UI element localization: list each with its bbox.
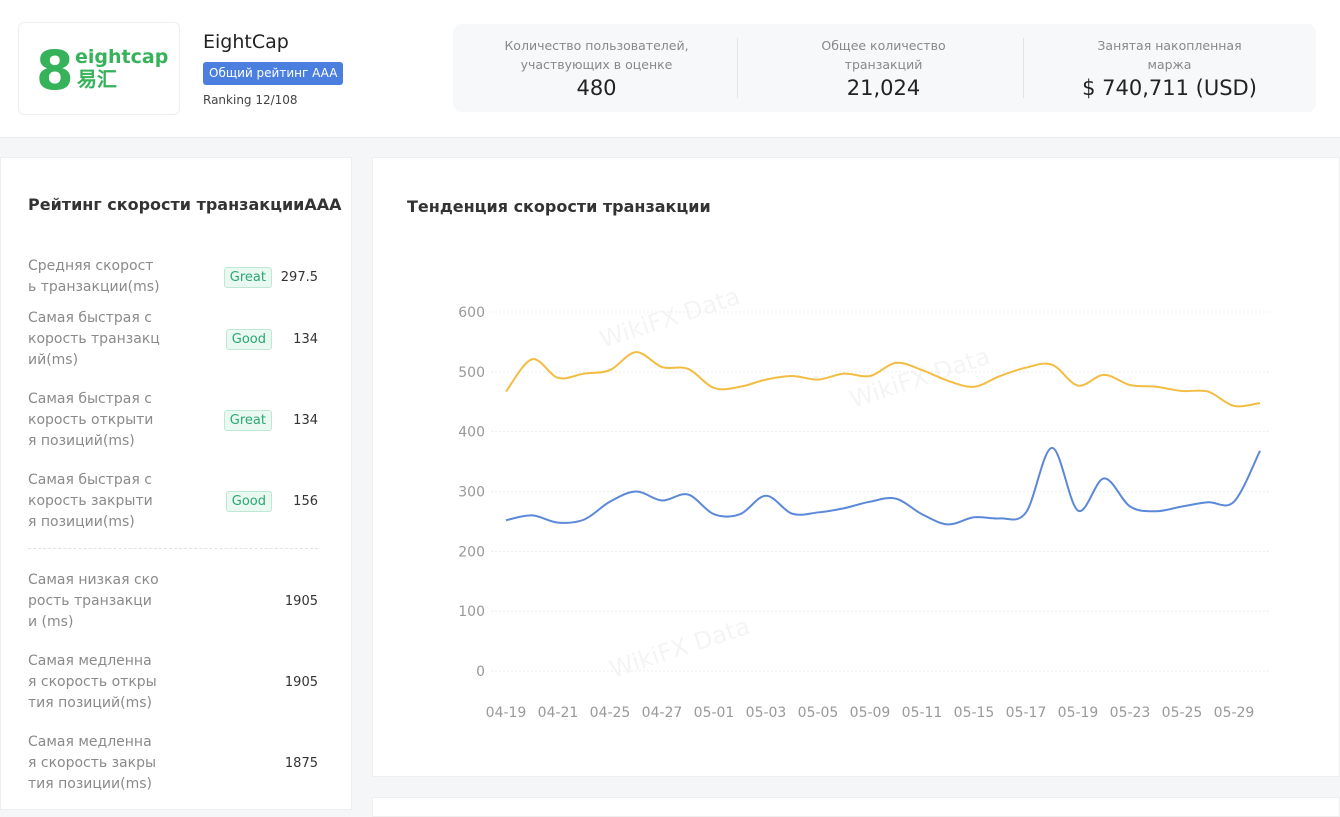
x-tick-label: 05-03 xyxy=(746,705,787,721)
logo-graphic: 8 eightcap 易汇 xyxy=(36,39,168,102)
stat-value: 21,024 xyxy=(846,76,921,100)
chart: Тенденция скорости транзакции WikiFX Dat… xyxy=(407,197,1271,721)
row-value: 1905 xyxy=(284,594,318,609)
divider xyxy=(28,548,318,549)
row-badge: Great xyxy=(223,266,272,288)
stat-value: 480 xyxy=(576,76,617,100)
rating-badge: Общий рейтинг AAA xyxy=(203,62,344,85)
watermark: WikiFX Data xyxy=(606,612,753,684)
y-tick-label: 300 xyxy=(458,485,485,501)
row-label: Средняя скорость транзакции(ms) xyxy=(28,258,160,295)
row-value: 156 xyxy=(293,494,318,509)
y-tick-label: 100 xyxy=(458,604,485,620)
logo-mark: 8 xyxy=(36,39,74,102)
x-tick-label: 05-25 xyxy=(1162,705,1203,721)
logo-name: eightcap xyxy=(75,46,168,68)
x-tick-label: 05-17 xyxy=(1006,705,1047,721)
stat-value: $ 740,711 (USD) xyxy=(1026,76,1313,100)
row-label: Самая медленная скорость закрытия позици… xyxy=(28,734,157,792)
chart-title: Тенденция скорости транзакции xyxy=(407,197,711,216)
row-value: 134 xyxy=(293,332,318,347)
line xyxy=(505,351,1261,408)
watermark: WikiFX Data xyxy=(596,282,743,354)
row-label: Самая быстрая скорость закрытия позиции(… xyxy=(28,472,153,530)
row-label: Самая медленная скорость открытия позици… xyxy=(28,653,157,711)
x-tick-label: 05-05 xyxy=(798,705,839,721)
row-value: 134 xyxy=(293,413,318,428)
grade: AAA xyxy=(304,195,342,214)
rating-panel xyxy=(0,157,352,810)
rating-row: Самая низкая скорость транзакции (ms) 190… xyxy=(28,570,318,633)
row-label: Самая низкая скорость транзакции (ms) xyxy=(28,572,159,630)
stat-label: Занятая накопленная маржа xyxy=(1097,38,1242,72)
rating-row: Самая быстрая скорость транзакций(ms) Goo… xyxy=(28,308,318,371)
rating-row: Средняя скорость транзакции(ms) Great 297.… xyxy=(28,256,318,298)
row-value: 1875 xyxy=(284,756,318,771)
x-tick-label: 04-21 xyxy=(538,705,579,721)
y-tick-label: 500 xyxy=(458,365,485,381)
line xyxy=(505,446,1261,526)
x-tick-label: 05-29 xyxy=(1214,705,1255,721)
panel xyxy=(372,797,1340,817)
x-tick-label: 05-23 xyxy=(1110,705,1151,721)
row-value: 297.5 xyxy=(280,269,318,285)
x-tick-label: 04-19 xyxy=(486,705,527,721)
ranking: Ranking 12/108 xyxy=(203,93,298,107)
y-tick-label: 200 xyxy=(458,544,485,560)
stat-unit: (USD) xyxy=(1195,76,1257,100)
row-badge: Good xyxy=(225,491,272,512)
x-tick-label: 05-19 xyxy=(1058,705,1099,721)
y-tick-label: 600 xyxy=(458,305,485,321)
broker-name: EightCap xyxy=(203,31,289,53)
row-label: Самая быстрая скорость транзакций(ms) xyxy=(28,310,160,368)
x-tick-label: 05-09 xyxy=(850,705,891,721)
stats: Количество пользователей, участвующих в … xyxy=(453,24,1316,112)
x-tick-label: 04-25 xyxy=(590,705,631,721)
stat-label: Количество пользователей, участвующих в … xyxy=(504,38,689,72)
row-label: Самая быстрая скорость открытия позиций(… xyxy=(28,391,154,449)
header: 8 eightcap 易汇 EightCap Общий рейтинг AAA… xyxy=(0,0,1340,138)
x-tick-label: 05-01 xyxy=(694,705,735,721)
rating-row: Самая медленная скорость открытия позици… xyxy=(28,651,318,714)
row-badge: Good xyxy=(225,329,272,350)
stat: Общее количество транзакций 21,024 xyxy=(740,24,1027,112)
stat-label: Общее количество транзакций xyxy=(821,38,946,72)
x-tick-label: 05-11 xyxy=(902,705,943,721)
stat: Занятая накопленная маржа $ 740,711 (USD) xyxy=(1026,24,1313,112)
y-tick-label: 0 xyxy=(476,664,485,680)
rating-row: Самая быстрая скорость открытия позиций(… xyxy=(28,389,318,452)
row-badge: Great xyxy=(223,410,272,431)
stat: Количество пользователей, участвующих в … xyxy=(453,24,740,112)
separator xyxy=(1023,38,1024,98)
stat-value: $ 740,711 xyxy=(1082,76,1189,100)
row-value: 1905 xyxy=(284,675,318,690)
logo-cn: 易汇 xyxy=(77,67,117,91)
title: Рейтинг скорости транзакции xyxy=(28,195,305,214)
rating-row: Самая быстрая скорость закрытия позиции(… xyxy=(28,470,318,533)
panel-title: Рейтинг скорости транзакцииAAA xyxy=(28,195,342,214)
separator xyxy=(737,38,738,98)
rating-row: Самая медленная скорость закрытия позици… xyxy=(28,732,318,795)
y-tick-label: 400 xyxy=(458,425,485,441)
x-tick-label: 05-15 xyxy=(954,705,995,721)
x-tick-label: 04-27 xyxy=(642,705,683,721)
logo: 8 eightcap 易汇 xyxy=(18,22,180,115)
chart-panel: Тенденция скорости транзакции WikiFX Dat… xyxy=(372,157,1340,777)
watermark: WikiFX Data xyxy=(846,342,993,414)
